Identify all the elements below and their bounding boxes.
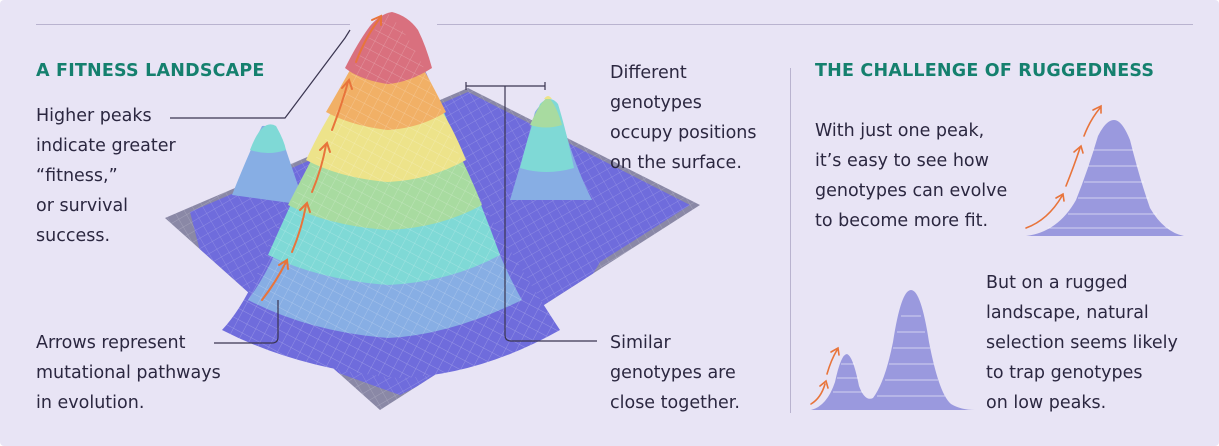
left-small-peak bbox=[232, 125, 305, 205]
fitness-landscape-heading: A FITNESS LANDSCAPE bbox=[36, 61, 265, 81]
similar-genotypes-label: Similar genotypes are close together. bbox=[610, 333, 740, 413]
section-divider bbox=[790, 68, 791, 413]
one-peak-label: With just one peak, it’s easy to see how… bbox=[815, 121, 1008, 231]
mutation-pathway-arrows bbox=[261, 14, 382, 301]
higher-peaks-leader bbox=[170, 29, 351, 119]
different-genotypes-leader bbox=[465, 82, 597, 342]
top-rule-right bbox=[437, 24, 1193, 25]
rugged-peaks-illustration bbox=[810, 290, 975, 410]
top-rule-left bbox=[36, 24, 350, 25]
arrows-label: Arrows represent mutational pathways in … bbox=[36, 333, 221, 413]
different-genotypes-label: Different genotypes occupy positions on … bbox=[610, 63, 757, 173]
rugged-landscape-label: But on a rugged landscape, natural selec… bbox=[986, 273, 1178, 413]
single-peak-shape bbox=[1026, 120, 1184, 236]
higher-peaks-label: Higher peaks indicate greater “fitness,”… bbox=[36, 106, 176, 246]
arrows-leader bbox=[214, 300, 279, 344]
ruggedness-heading: THE CHALLENGE OF RUGGEDNESS bbox=[815, 61, 1155, 81]
single-peak-illustration bbox=[1025, 104, 1184, 236]
